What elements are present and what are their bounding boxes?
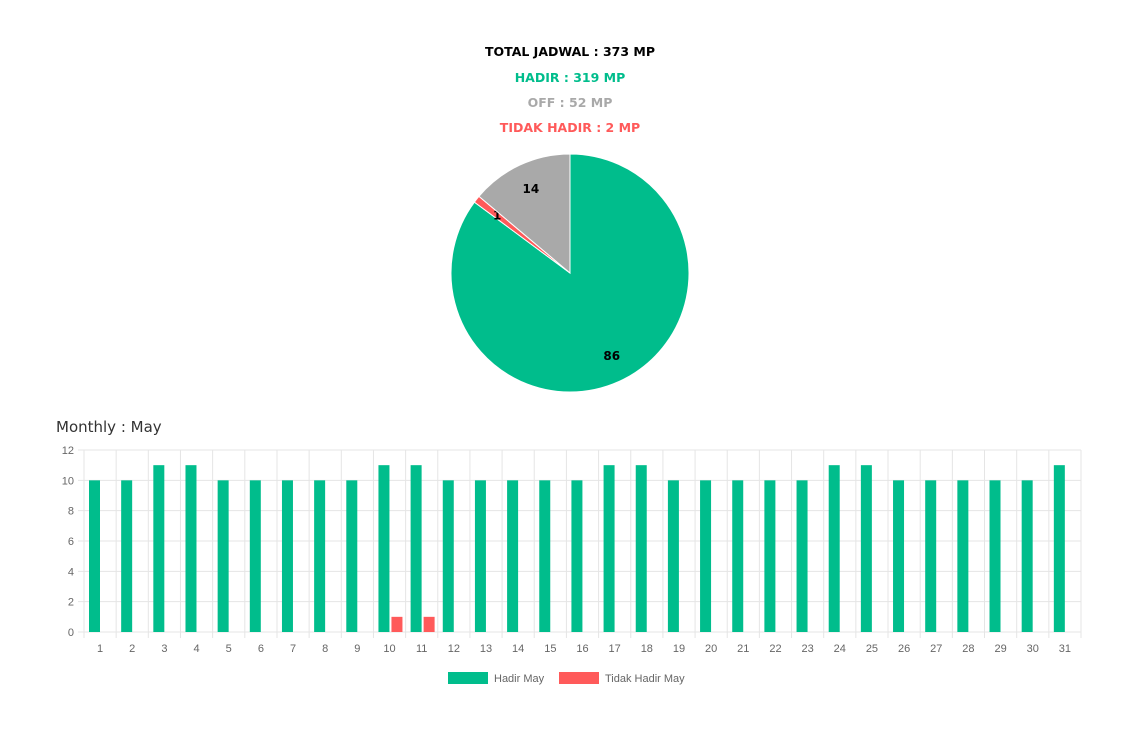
bar-hadir-day-1[interactable] xyxy=(89,480,100,632)
x-tick-label: 23 xyxy=(802,643,814,655)
x-tick-label: 9 xyxy=(354,643,360,655)
bar-hadir-day-10[interactable] xyxy=(378,465,390,632)
pie-slice-value-label: 1 xyxy=(493,208,501,222)
x-tick-label: 22 xyxy=(769,643,781,655)
y-tick-label: 10 xyxy=(62,475,74,487)
x-tick-label: 12 xyxy=(448,643,460,655)
bar-hadir-day-21[interactable] xyxy=(732,480,744,632)
x-tick-label: 6 xyxy=(258,643,264,655)
legend-label-tidak-hadir: Tidak Hadir May xyxy=(605,673,685,685)
bar-hadir-day-13[interactable] xyxy=(474,480,486,632)
bar-hadir-day-6[interactable] xyxy=(249,480,261,632)
x-tick-label: 5 xyxy=(226,643,232,655)
total-jadwal-label: TOTAL JADWAL : 373 MP xyxy=(484,44,655,59)
pie-slice-value-label: 86 xyxy=(603,349,620,363)
x-tick-label: 24 xyxy=(834,643,846,655)
bar-hadir-day-26[interactable] xyxy=(893,480,905,632)
bar-hadir-day-24[interactable] xyxy=(828,465,840,632)
x-tick-label: 27 xyxy=(930,643,942,655)
y-tick-label: 4 xyxy=(68,566,74,578)
pie-chart: 86 1 14 xyxy=(450,153,690,393)
x-tick-label: 3 xyxy=(161,643,167,655)
pie-slice-off[interactable] xyxy=(478,153,571,275)
bar-hadir-day-25[interactable] xyxy=(860,465,872,632)
bar-hadir-day-9[interactable] xyxy=(346,480,358,632)
bar-hadir-day-8[interactable] xyxy=(314,480,326,632)
bar-hadir-day-31[interactable] xyxy=(1053,465,1065,632)
x-tick-label: 2 xyxy=(129,643,135,655)
y-tick-label: 6 xyxy=(68,536,74,548)
bar-hadir-day-30[interactable] xyxy=(1021,480,1033,632)
x-tick-label: 28 xyxy=(962,643,974,655)
y-tick-label: 8 xyxy=(68,506,74,518)
x-tick-label: 14 xyxy=(512,643,524,655)
x-tick-label: 11 xyxy=(416,643,427,655)
y-tick-label: 12 xyxy=(62,445,74,457)
x-tick-label: 26 xyxy=(898,643,910,655)
bar-hadir-day-22[interactable] xyxy=(764,480,776,632)
x-tick-label: 13 xyxy=(480,643,492,655)
pie-slice-value-label: 14 xyxy=(522,182,539,196)
tidak-hadir-label: TIDAK HADIR : 2 MP xyxy=(499,120,641,135)
x-tick-label: 31 xyxy=(1059,643,1071,655)
bar-hadir-day-4[interactable] xyxy=(185,465,197,632)
bar-hadir-day-14[interactable] xyxy=(507,480,519,632)
monthly-title: Monthly : May xyxy=(56,418,162,436)
x-tick-label: 7 xyxy=(290,643,296,655)
legend-label-hadir: Hadir May xyxy=(494,673,545,685)
bar-hadir-day-2[interactable] xyxy=(121,480,133,632)
x-tick-label: 8 xyxy=(322,643,328,655)
x-tick-label: 25 xyxy=(866,643,878,655)
legend-swatch-tidak-hadir xyxy=(559,672,599,684)
x-tick-label: 21 xyxy=(737,643,749,655)
bar-hadir-day-7[interactable] xyxy=(281,480,293,632)
x-tick-label: 30 xyxy=(1027,643,1039,655)
legend-swatch-hadir xyxy=(448,672,488,684)
bar-hadir-day-11[interactable] xyxy=(410,465,422,632)
x-tick-label: 29 xyxy=(994,643,1006,655)
bar-tidak-hadir-day-11[interactable] xyxy=(423,616,435,632)
y-tick-label: 2 xyxy=(68,597,74,609)
y-tick-label: 0 xyxy=(68,627,74,639)
bar-hadir-day-3[interactable] xyxy=(153,465,165,632)
bar-hadir-day-12[interactable] xyxy=(442,480,454,632)
bar-hadir-day-15[interactable] xyxy=(539,480,551,632)
x-tick-label: 19 xyxy=(673,643,685,655)
bar-hadir-day-18[interactable] xyxy=(635,465,647,632)
x-tick-label: 17 xyxy=(609,643,621,655)
bar-hadir-day-23[interactable] xyxy=(796,480,808,632)
x-tick-label: 16 xyxy=(576,643,588,655)
hadir-label: HADIR : 319 MP xyxy=(514,70,626,85)
bar-tidak-hadir-day-10[interactable] xyxy=(391,616,403,632)
bar-hadir-day-17[interactable] xyxy=(603,465,615,632)
bar-hadir-day-20[interactable] xyxy=(700,480,712,632)
off-label: OFF : 52 MP xyxy=(527,95,613,110)
bar-hadir-day-16[interactable] xyxy=(571,480,583,632)
bar-hadir-day-27[interactable] xyxy=(925,480,937,632)
bar-hadir-day-28[interactable] xyxy=(957,480,969,632)
bar-hadir-day-29[interactable] xyxy=(989,480,1001,632)
bar-hadir-day-19[interactable] xyxy=(667,480,679,632)
x-tick-label: 1 xyxy=(97,643,103,655)
x-tick-label: 10 xyxy=(383,643,395,655)
x-tick-label: 18 xyxy=(641,643,653,655)
x-tick-label: 15 xyxy=(544,643,556,655)
x-tick-label: 4 xyxy=(194,643,200,655)
x-tick-label: 20 xyxy=(705,643,717,655)
bar-hadir-day-5[interactable] xyxy=(217,480,229,632)
